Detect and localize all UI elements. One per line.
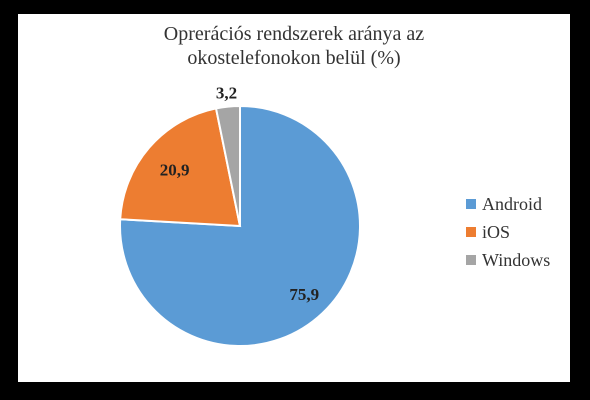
legend-item-android: Android (466, 190, 550, 218)
chart-title-line-1: Oprerációs rendszerek aránya az (163, 23, 425, 45)
chart-title-line-2: okostelefonokon belül (%) (187, 47, 401, 69)
legend-label-android: Android (482, 193, 542, 214)
data-label-windows: 3,2 (216, 83, 237, 102)
legend-item-windows: Windows (466, 246, 550, 274)
data-label-ios: 20,9 (160, 160, 190, 179)
legend-swatch-ios (466, 227, 476, 237)
legend-item-ios: iOS (466, 218, 550, 246)
legend-label-windows: Windows (482, 249, 551, 270)
pie-slice-windows (214, 104, 241, 227)
legend-swatch-android (466, 199, 476, 209)
chart-area: Oprerációs rendszerek aránya az okostele… (18, 14, 570, 382)
legend-label-ios: iOS (482, 221, 511, 242)
chart-title: Oprerációs rendszerek aránya az okostele… (18, 22, 570, 70)
legend-swatch-windows (466, 255, 476, 265)
pie-slice-ios (119, 107, 242, 228)
data-label-android: 75,9 (289, 285, 319, 304)
legend: Android iOS Windows (466, 190, 550, 274)
pie-chart: 75,9 20,9 3,2 (119, 83, 361, 347)
